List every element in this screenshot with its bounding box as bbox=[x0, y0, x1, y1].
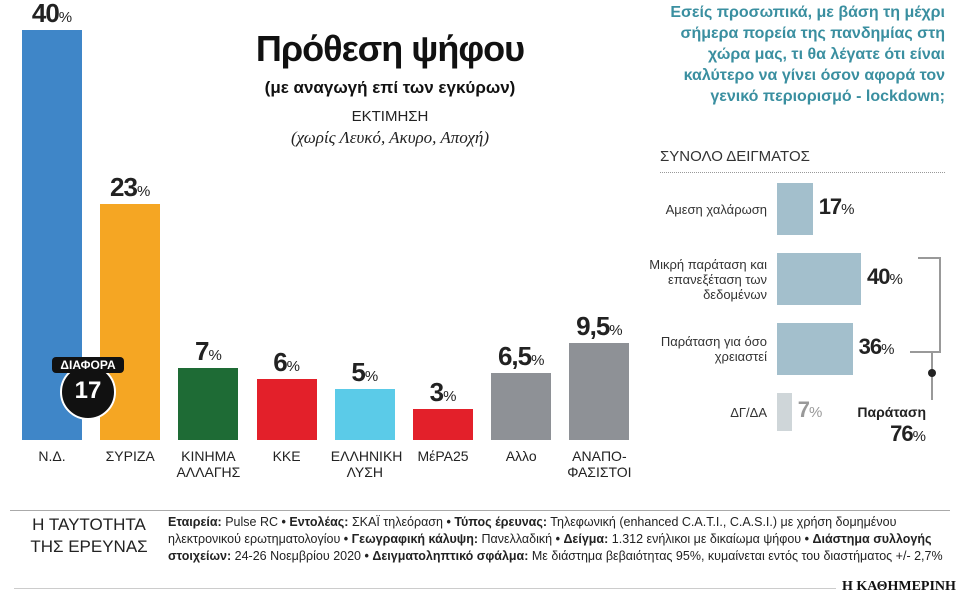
x-tick-label: ΑΝΑΠΟ-ΦΑΣΙΣΤΟΙ bbox=[567, 448, 632, 480]
bar bbox=[334, 388, 395, 440]
item-label: Δειγματοληπτικό σφάλμα: bbox=[372, 549, 529, 563]
item-text: Τηλεφωνική (enhanced C.A.T.I., C.A.S.I.)… bbox=[168, 515, 897, 546]
value-label: 7% bbox=[797, 397, 823, 422]
item-label: Δείγμα: bbox=[563, 532, 609, 546]
difference-value: 17 bbox=[74, 377, 102, 404]
item-text: ΣΚΑΪ τηλεόραση bbox=[351, 515, 443, 529]
bar bbox=[777, 323, 853, 375]
footer-rule bbox=[10, 510, 950, 511]
note-detail: (χωρίς Λευκό, Ακυρο, Αποχή) bbox=[291, 128, 489, 147]
difference-circle bbox=[60, 364, 116, 420]
value-label: 3% bbox=[429, 377, 457, 408]
bar bbox=[777, 183, 813, 235]
value-label: 7% bbox=[194, 336, 222, 367]
value-label: 23% bbox=[110, 172, 151, 203]
x-tick-label: Αλλο bbox=[505, 448, 537, 464]
x-tick-label: ΚΚΕ bbox=[272, 448, 301, 464]
item-label: Εταιρεία: bbox=[168, 515, 222, 529]
value-label: 17% bbox=[818, 194, 855, 219]
note: ΕΚΤΙΜΗΣΗ bbox=[351, 108, 429, 125]
bar bbox=[413, 409, 473, 440]
separator: • bbox=[555, 532, 560, 546]
bar bbox=[777, 393, 792, 431]
x-tick-label: ΕΛΛΗΝΙΚΗ ΛΥΣΗ bbox=[330, 448, 403, 480]
value-label: 40% bbox=[867, 264, 903, 289]
x-tick-label: ΣΥΡΙΖΑ bbox=[105, 448, 155, 464]
footer-heading: Η ΤΑΥΤΟΤΗΤΑ ΤΗΣ ΕΡΕΥΝΑΣ bbox=[30, 515, 148, 556]
item-label: Διάστημα συλλογής στοιχείων: bbox=[168, 532, 932, 563]
divider bbox=[660, 172, 945, 173]
separator: • bbox=[343, 532, 349, 546]
question: Εσείς προσωπικά, με βάση τη μέχρι σήμερα… bbox=[670, 4, 945, 105]
value-label: 6,5% bbox=[497, 341, 545, 372]
sum-label: Παράταση bbox=[857, 404, 926, 420]
brand-rule bbox=[14, 588, 836, 589]
footer-details: Εταιρεία: Pulse RC • Εντολέας: ΣΚΑΪ τηλε… bbox=[168, 514, 948, 565]
difference-label: ΔΙΑΦΟΡΑ bbox=[52, 357, 124, 373]
item-label: Τύπος έρευνας: bbox=[454, 515, 548, 529]
value-label: 6% bbox=[273, 346, 300, 377]
x-tick-label: Ν.Δ. bbox=[38, 448, 66, 464]
brand: Η ΚΑΘΗΜΕΡΙΝΗ bbox=[842, 579, 956, 594]
bar bbox=[491, 373, 552, 440]
bracket-line bbox=[910, 257, 941, 353]
y-tick-label: Παράταση για όσο χρειαστεί bbox=[660, 334, 767, 364]
item-text: 1.312 ενήλικοι με δικαίωμα ψήφου bbox=[611, 532, 802, 546]
item-text: 24-26 Νοεμβρίου 2020 bbox=[234, 549, 361, 563]
bar bbox=[256, 378, 317, 440]
bar bbox=[777, 253, 861, 305]
chart-subtitle: (με αναγωγή επί των εγκύρων) bbox=[264, 78, 516, 97]
item-text: Με διάστημα βεβαιότητας 95%, κυμαίνεται … bbox=[531, 549, 943, 563]
item-text: Πανελλαδική bbox=[481, 532, 553, 546]
item-label: Εντολέας: bbox=[289, 515, 349, 529]
separator: • bbox=[364, 549, 369, 563]
bar bbox=[569, 342, 630, 440]
value-label: 9,5% bbox=[576, 310, 623, 341]
y-tick-label: Μικρή παράταση και επανεξέταση των δεδομ… bbox=[649, 256, 767, 302]
value-label: 36% bbox=[858, 334, 895, 359]
separator: • bbox=[804, 532, 809, 546]
separator: • bbox=[446, 515, 451, 529]
value-label: 40% bbox=[31, 0, 73, 28]
value-label: 5% bbox=[351, 356, 379, 387]
x-tick-label: ΜέΡΑ25 bbox=[417, 448, 469, 464]
sum-value: 76% bbox=[890, 421, 926, 446]
y-tick-label: Αμεση χαλάρωση bbox=[665, 201, 767, 217]
separator: • bbox=[281, 515, 286, 529]
y-tick-label: ΔΓ/ΔΑ bbox=[730, 404, 767, 420]
chart-title: Πρόθεση ψήφου bbox=[255, 28, 525, 69]
sample-label: ΣΥΝΟΛΟ ΔΕΙΓΜΑΤΟΣ bbox=[660, 148, 810, 165]
item-label: Γεωγραφική κάλυψη: bbox=[351, 532, 479, 546]
x-tick-label: ΚΙΝΗΜΑ ΑΛΛΑΓΗΣ bbox=[176, 448, 241, 480]
bracket-dot bbox=[928, 369, 936, 377]
bar bbox=[178, 368, 239, 440]
item-text: Pulse RC bbox=[225, 515, 278, 529]
